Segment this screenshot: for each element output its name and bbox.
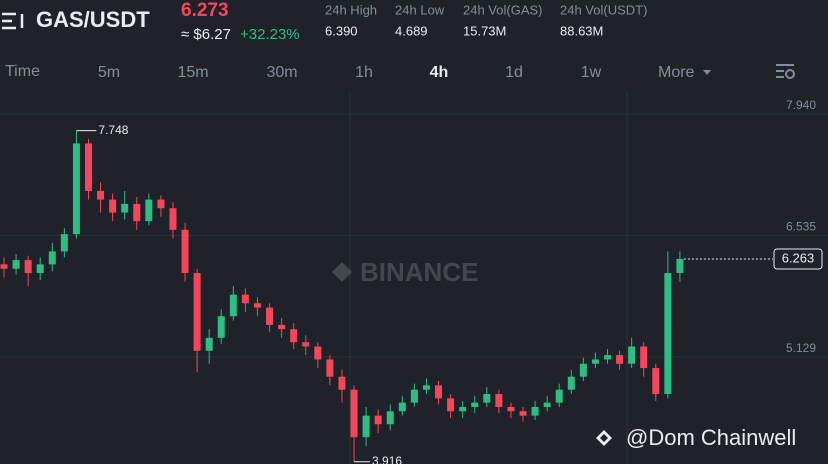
candle-body [84,143,92,191]
candle-body [229,294,237,317]
menu-icon[interactable] [2,12,24,30]
candle-body [471,402,479,407]
candle-body [531,406,539,416]
candle-body [507,406,515,412]
candle-body [145,199,153,222]
candle-body [24,260,32,274]
candle-body [362,415,370,438]
candle-body [121,203,129,213]
tab[interactable]: 1w [581,64,602,81]
stat-label: 24h Vol(USDT) [560,2,647,17]
candle-body [664,273,672,395]
candle-body [374,415,382,425]
plot: 7.940 6.535 5.129 7.748 3.916 6.263 [0,98,828,464]
candle-body [72,143,80,235]
candle-body [386,411,394,425]
current-price-box [773,248,823,270]
candle-body [495,394,503,407]
credit-icon [596,430,612,446]
tab[interactable]: 30m [266,64,297,81]
candle-body [326,359,334,377]
candle-body [591,359,599,364]
candle-body [676,258,684,274]
y-tick-label: 5.129 [786,341,816,355]
candle-body [241,294,249,304]
candle-body [205,337,213,351]
candle-body [302,342,310,347]
candle-body [435,385,443,399]
watermark-text: BINANCE [360,257,478,287]
high-label: 7.748 [98,123,128,137]
candle-body [579,363,587,377]
change: +32.23% [240,26,300,43]
candle-body [447,398,455,412]
candle-body [398,402,406,412]
stat-value: 15.73M [463,23,506,38]
candle-body [290,329,298,343]
candle-body [314,346,322,360]
tab-active[interactable]: 4h [430,64,449,81]
stat-label: 24h High [325,2,377,17]
candle-body [628,346,636,364]
candle-body [459,406,467,412]
candle-body [422,385,430,390]
tab[interactable]: 15m [177,64,208,81]
stat-label: 24h Vol(GAS) [463,2,543,17]
tab-more[interactable]: More [658,64,695,81]
tab[interactable]: Time [5,63,40,80]
candle-body [640,346,648,369]
dropdown-arrow [703,70,711,75]
candle-body [350,389,358,438]
candle-body [36,264,44,274]
candle-body [567,376,575,390]
candle-body [410,389,418,403]
candle-body [109,199,117,213]
candle-body [157,199,165,209]
last-price: 6.273 [181,0,229,21]
y-tick-label: 7.940 [786,98,816,112]
candle-body [266,307,274,325]
watermark: BINANCE [332,257,478,287]
credit: @Dom Chainwell [626,425,796,450]
candle-body [0,264,8,269]
candle-body [12,260,20,269]
stat-value: 4.689 [395,23,428,38]
tab[interactable]: 5m [98,64,120,81]
candle-body [555,389,563,403]
stat-value: 88.63M [560,23,603,38]
candle-body [133,203,141,222]
approx-price: ≈ $6.27 [181,26,231,43]
current-price-label: 6.263 [782,250,815,265]
low-label: 3.916 [372,454,402,464]
stat-value: 6.390 [325,23,358,38]
candle-body [519,411,527,416]
tab[interactable]: 1h [355,64,373,81]
candle-body [543,402,551,407]
candle-body [338,376,346,390]
tab[interactable]: 1d [505,64,523,81]
candle-body [278,324,286,330]
candle-body [217,316,225,338]
stat-label: 24h Low [395,2,445,17]
settings-icon[interactable] [776,64,795,79]
candle-body [181,229,189,274]
candle-body [48,251,56,265]
candle-body [616,355,624,364]
candle-body [169,208,177,230]
candle-body [483,394,491,403]
pair[interactable]: GAS/USDT [36,7,150,32]
candle-body [604,355,611,360]
y-tick-label: 6.535 [786,220,816,234]
candle-body [652,368,660,395]
candle-body [253,303,261,308]
candle-body [97,190,105,200]
candle-body [60,234,68,252]
candle-body [193,273,201,351]
